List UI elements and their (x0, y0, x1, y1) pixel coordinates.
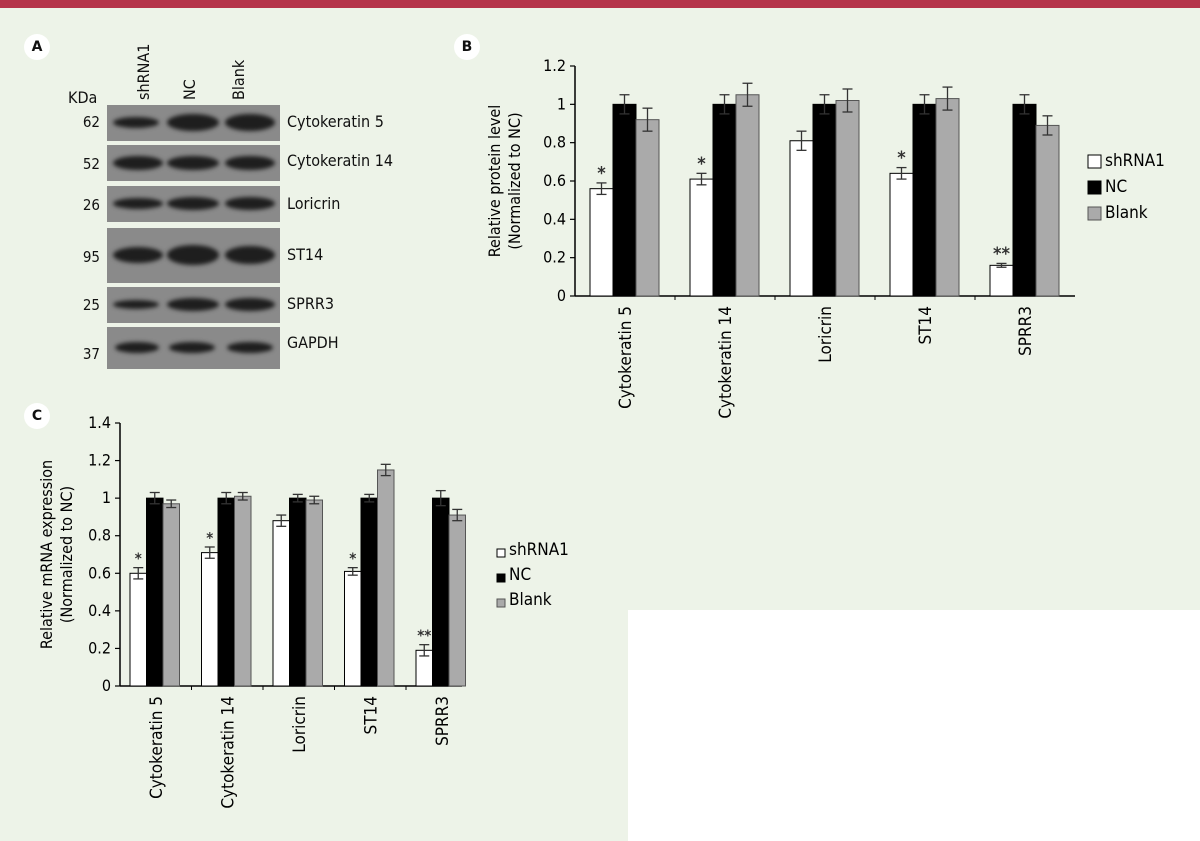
blot-band (167, 156, 219, 170)
blot-band (225, 114, 275, 131)
blot-band (167, 197, 219, 210)
blot-band (167, 298, 219, 311)
blot-band (169, 342, 215, 353)
blot-label-cytokeratin-14: Cytokeratin 14 (287, 151, 394, 170)
blot-label-loricrin: Loricrin (287, 194, 341, 213)
blot-strip-cytokeratin-5 (107, 105, 280, 141)
panel-label-c: C (24, 403, 50, 429)
kda-st14: 95 (82, 248, 100, 266)
blot-label-sprr3: SPRR3 (287, 294, 334, 313)
blot-band (167, 245, 219, 265)
kda-sprr3: 25 (82, 296, 100, 314)
blot-strip-gapdh (107, 327, 280, 369)
blot-band (225, 156, 275, 170)
blot-band (115, 342, 159, 353)
blot-label-cytokeratin-5: Cytokeratin 5 (287, 112, 384, 131)
panel-label-a: A (24, 34, 50, 60)
blot-label-st14: ST14 (287, 245, 324, 264)
lane-label-shrna1: shRNA1 (134, 43, 153, 100)
western-blot-panel: KDa shRNA1 NC Blank 62 52 26 95 25 37 Cy… (0, 0, 420, 380)
blot-band (225, 197, 275, 210)
panel-label-b: B (454, 34, 480, 60)
blot-strip-cytokeratin-14 (107, 145, 280, 181)
kda-gapdh: 37 (82, 345, 100, 363)
blot-strip-sprr3 (107, 287, 280, 323)
lane-label-blank: Blank (229, 59, 248, 100)
kda-cytokeratin-14: 52 (82, 155, 100, 173)
blot-band (227, 342, 273, 353)
blot-band (113, 156, 163, 170)
blot-strip-loricrin (107, 186, 280, 222)
blot-band (113, 117, 159, 128)
top-accent-bar (0, 0, 1200, 8)
blot-band (113, 247, 163, 263)
blot-band (113, 198, 163, 209)
lane-label-nc: NC (180, 79, 199, 100)
kda-loricrin: 26 (82, 196, 100, 214)
blank-area (628, 610, 1200, 841)
kda-header: KDa (68, 88, 98, 107)
kda-cytokeratin-5: 62 (82, 113, 100, 131)
blot-strip-st14 (107, 228, 280, 283)
blot-band (225, 246, 275, 264)
blot-band (113, 300, 159, 309)
blot-label-gapdh: GAPDH (287, 333, 339, 352)
blot-band (167, 114, 219, 131)
blot-band (225, 298, 275, 311)
